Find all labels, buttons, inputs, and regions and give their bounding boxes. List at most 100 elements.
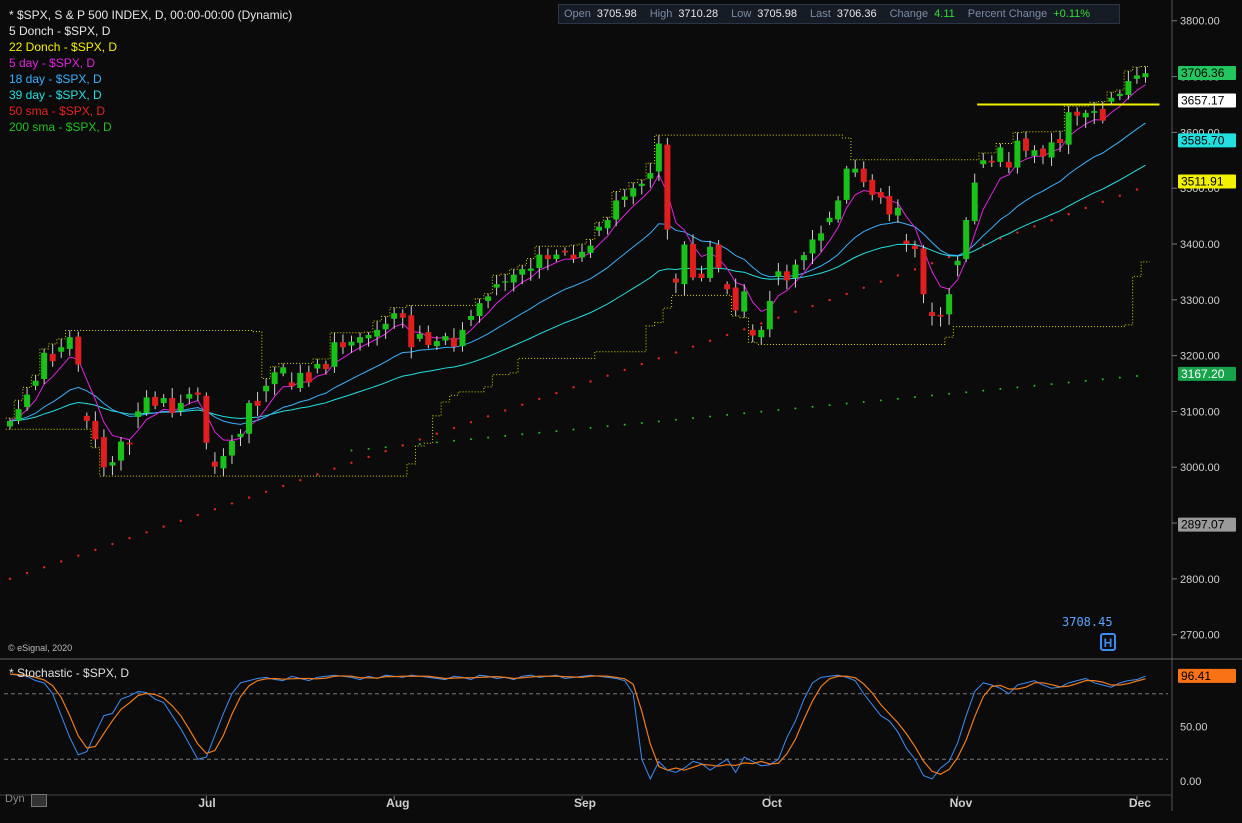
- candle-body: [758, 329, 765, 338]
- price-tag: 3585.70: [1178, 133, 1236, 148]
- sma-50-dot: [777, 316, 780, 319]
- dyn-label[interactable]: Dyn: [5, 793, 25, 805]
- sma-200-dot: [760, 410, 763, 413]
- candle-body: [211, 461, 218, 467]
- sma-50-dot: [469, 420, 473, 424]
- sma-50-dot: [1135, 188, 1139, 191]
- candle-body: [570, 254, 577, 260]
- candle-body: [638, 183, 645, 186]
- candle-body: [579, 251, 585, 258]
- candle-body: [1057, 139, 1064, 143]
- sma-200-dot: [862, 400, 865, 403]
- sma-50-dot: [60, 560, 63, 563]
- legend-item[interactable]: 39 day - $SPX, D: [9, 88, 102, 102]
- candle-body: [433, 341, 440, 347]
- open-label: Open: [564, 8, 591, 20]
- price-tag: 3167.20: [1178, 366, 1236, 381]
- sma-200-dot: [948, 392, 951, 395]
- high-marker-icon[interactable]: H: [1100, 633, 1116, 651]
- sma-50-dot: [623, 368, 626, 372]
- sma-50-dot: [555, 391, 558, 395]
- candle-body: [408, 315, 415, 348]
- sma-50-dot: [401, 444, 404, 447]
- sma-50-dot: [8, 577, 12, 581]
- candle-body: [1048, 142, 1055, 158]
- legend-item[interactable]: 5 day - $SPX, D: [9, 56, 96, 70]
- candle-body: [331, 342, 338, 367]
- candle-body: [126, 442, 133, 445]
- price-tag: 3511.91: [1178, 174, 1236, 189]
- sma-50-dot: [606, 374, 609, 377]
- change-value: 4.11: [934, 8, 955, 20]
- y-tick-label: 2800.00: [1180, 574, 1220, 586]
- sma-50-dot: [674, 351, 678, 354]
- legend-item[interactable]: 22 Donch - $SPX, D: [9, 40, 118, 54]
- candle-body: [117, 441, 124, 461]
- sma-50-dot: [333, 467, 336, 470]
- sma-50-dot: [879, 280, 883, 283]
- candle-body: [348, 341, 355, 346]
- candle-body: [766, 300, 773, 330]
- stochastic-title[interactable]: * Stochastic - $SPX, D: [9, 666, 130, 680]
- candle-body: [527, 268, 534, 271]
- sma-200-dot: [367, 447, 370, 450]
- candle-body: [66, 337, 73, 349]
- candle-body: [109, 462, 116, 466]
- sma-200-dot: [777, 409, 780, 412]
- sma-200-dot: [913, 396, 916, 399]
- x-month-label: Dec: [1129, 796, 1151, 810]
- candle-body: [1005, 161, 1012, 168]
- sma-200-dot: [982, 389, 985, 392]
- candle-body: [314, 363, 321, 369]
- stochastic-layer: [4, 673, 1168, 781]
- sma-200-dot: [657, 420, 660, 423]
- sma-50-dot: [589, 380, 592, 383]
- candle-body: [843, 168, 850, 200]
- x-month-label: Aug: [386, 796, 409, 810]
- candle-body: [946, 294, 953, 315]
- candle-body: [468, 315, 475, 320]
- candle-body: [997, 147, 1004, 162]
- candle-body: [886, 195, 893, 215]
- legend-item[interactable]: 18 day - $SPX, D: [9, 72, 102, 86]
- ma-5-line: [9, 84, 1146, 441]
- candle-body: [647, 173, 654, 179]
- sma-50-dot: [947, 255, 951, 259]
- sma-200-dot: [811, 405, 814, 408]
- candle-body: [100, 437, 107, 468]
- sma-50-dot: [42, 566, 46, 569]
- sma-50-dot: [281, 484, 285, 488]
- sma-200-dot: [965, 391, 968, 394]
- candle-body: [288, 382, 295, 387]
- candle-body: [963, 219, 970, 260]
- y-tick-label: 3800.00: [1180, 16, 1220, 28]
- candle-body: [980, 160, 987, 165]
- legend-item[interactable]: 5 Donch - $SPX, D: [9, 24, 111, 38]
- sma-50-dot: [845, 292, 848, 296]
- y-tick-label: 3300.00: [1180, 295, 1220, 307]
- sma-200-dot: [555, 430, 558, 433]
- dyn-toggle-icon[interactable]: [31, 794, 47, 807]
- candle-body: [254, 400, 261, 406]
- sma-50-dot: [743, 328, 746, 331]
- sma-50-dot: [1101, 200, 1104, 204]
- candle-body: [152, 396, 159, 406]
- legend-item[interactable]: 200 sma - $SPX, D: [9, 120, 112, 134]
- sma-50-dot: [367, 455, 370, 459]
- candle-body: [450, 337, 457, 347]
- sma-50-dot: [640, 362, 643, 366]
- sma-50-dot: [162, 525, 165, 528]
- sma-200-dot: [845, 402, 848, 405]
- candle-body: [493, 284, 500, 288]
- sma-200-dot: [504, 434, 507, 437]
- sma-50-dot: [350, 461, 353, 464]
- sma-50-dot: [708, 339, 712, 343]
- legend-item[interactable]: 50 sma - $SPX, D: [9, 104, 106, 118]
- sma-200-dot: [879, 399, 882, 402]
- sma-50-dot: [913, 268, 917, 271]
- sma-200-dot: [828, 404, 831, 407]
- sma-50-dot: [691, 345, 695, 348]
- chart-title[interactable]: * $SPX, S & P 500 INDEX, D, 00:00-00:00 …: [9, 8, 293, 22]
- candle-body: [15, 409, 22, 421]
- sma-200-dot: [521, 433, 524, 436]
